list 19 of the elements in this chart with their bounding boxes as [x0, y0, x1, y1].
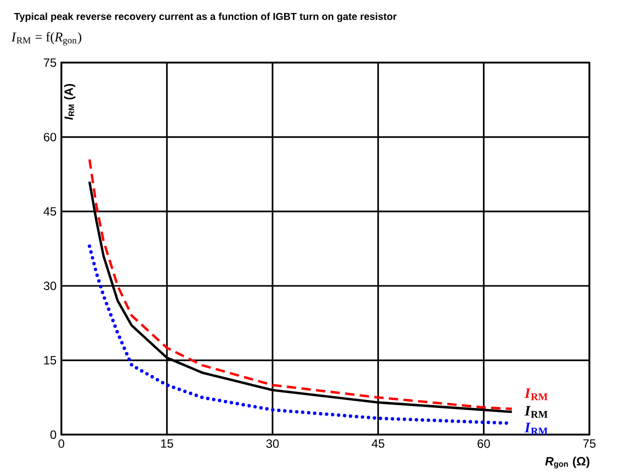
x-tick-label: 0	[58, 439, 64, 448]
y-tick-label: 30	[44, 282, 56, 290]
x-tick-label: 45	[372, 439, 384, 448]
x-tick-label: 15	[161, 439, 174, 448]
chart-title: Typical peak reverse recovery current as a function of IGBT turn on gate resistor	[14, 12, 397, 22]
x-axis-title: R$_{gon}$ (Ω)	[545, 456, 590, 468]
y-tick-label: 60	[44, 132, 56, 142]
series-label: I$_{RM}$	[524, 422, 548, 434]
y-tick-label: 75	[44, 58, 56, 67]
x-tick-label: 30	[266, 439, 279, 448]
series-label: I$_{RM}$	[524, 406, 548, 418]
series-label: I$_{RM}$	[524, 388, 548, 400]
y-tick-label: 0	[50, 430, 56, 439]
x-tick-label: 60	[478, 439, 490, 448]
y-tick-label: 45	[44, 207, 56, 216]
y-tick-label: 15	[44, 356, 56, 364]
chart-subtitle: I$_{RM}$ = f(R$_{gon}$)	[11, 32, 82, 46]
x-tick-label: 75	[583, 439, 596, 448]
y-axis-title: I$_{RM}$ (A)	[64, 84, 76, 120]
